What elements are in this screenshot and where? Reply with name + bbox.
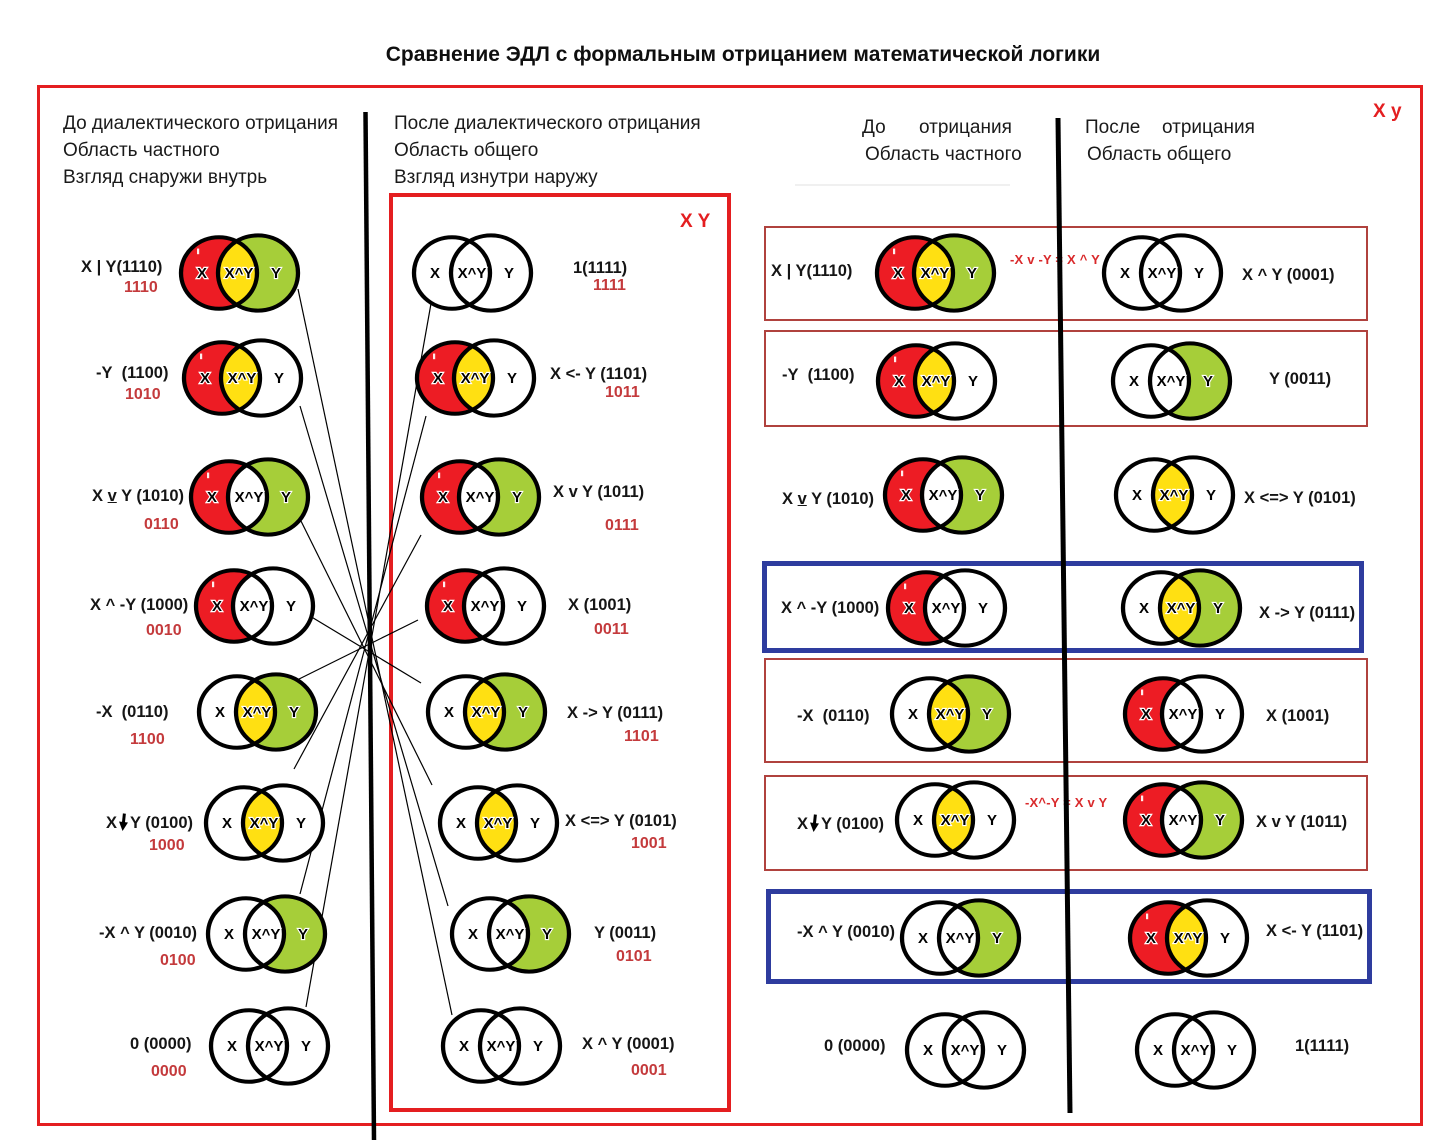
svg-text:X: X xyxy=(901,487,911,504)
svg-text:X: X xyxy=(444,704,454,721)
svg-text:X^Y: X^Y xyxy=(936,706,965,723)
svg-text:X^Y: X^Y xyxy=(466,489,495,506)
svg-text:X^Y: X^Y xyxy=(225,265,254,282)
svg-text:X^Y: X^Y xyxy=(941,812,970,829)
svg-text:Y: Y xyxy=(1206,487,1216,504)
svg-text:X: X xyxy=(215,704,225,721)
svg-text:X^Y: X^Y xyxy=(1157,373,1186,390)
svg-text:Y: Y xyxy=(978,600,988,617)
svg-text:Y: Y xyxy=(967,265,977,282)
svg-text:X: X xyxy=(923,1042,933,1059)
svg-text:Y: Y xyxy=(517,598,527,615)
svg-text:X^Y: X^Y xyxy=(1181,1042,1210,1059)
svg-text:X^Y: X^Y xyxy=(252,926,281,943)
svg-text:X: X xyxy=(893,265,903,282)
svg-text:X: X xyxy=(918,930,928,947)
svg-text:X: X xyxy=(908,706,918,723)
svg-text:X: X xyxy=(456,815,466,832)
svg-text:X: X xyxy=(200,370,210,387)
svg-text:X^Y: X^Y xyxy=(250,815,279,832)
svg-text:X^Y: X^Y xyxy=(1167,600,1196,617)
svg-text:Y: Y xyxy=(289,704,299,721)
svg-text:X: X xyxy=(430,265,440,282)
svg-text:X^Y: X^Y xyxy=(484,815,513,832)
svg-text:Y: Y xyxy=(530,815,540,832)
svg-text:Y: Y xyxy=(1220,930,1230,947)
svg-text:X: X xyxy=(197,265,207,282)
svg-text:X^Y: X^Y xyxy=(921,265,950,282)
svg-text:X: X xyxy=(1129,373,1139,390)
svg-text:Y: Y xyxy=(975,487,985,504)
svg-text:X^Y: X^Y xyxy=(472,704,501,721)
svg-text:Y: Y xyxy=(507,370,517,387)
svg-text:Y: Y xyxy=(533,1038,543,1055)
svg-text:X^Y: X^Y xyxy=(243,704,272,721)
svg-text:Y: Y xyxy=(286,598,296,615)
svg-text:Y: Y xyxy=(296,815,306,832)
svg-text:X^Y: X^Y xyxy=(946,930,975,947)
svg-text:Y: Y xyxy=(1215,812,1225,829)
svg-text:X^Y: X^Y xyxy=(228,370,257,387)
svg-text:Y: Y xyxy=(281,489,291,506)
svg-text:Y: Y xyxy=(982,706,992,723)
svg-text:X^Y: X^Y xyxy=(461,370,490,387)
svg-text:Y: Y xyxy=(301,1038,311,1055)
svg-text:X^Y: X^Y xyxy=(458,265,487,282)
svg-text:X: X xyxy=(438,489,448,506)
svg-text:X: X xyxy=(468,926,478,943)
svg-text:X: X xyxy=(894,373,904,390)
svg-text:X^Y: X^Y xyxy=(951,1042,980,1059)
svg-text:X: X xyxy=(1139,600,1149,617)
svg-text:X: X xyxy=(443,598,453,615)
svg-text:X^Y: X^Y xyxy=(1148,265,1177,282)
svg-text:X^Y: X^Y xyxy=(932,600,961,617)
svg-text:Y: Y xyxy=(997,1042,1007,1059)
svg-text:X^Y: X^Y xyxy=(1160,487,1189,504)
svg-text:Y: Y xyxy=(992,930,1002,947)
svg-text:Y: Y xyxy=(1203,373,1213,390)
svg-text:Y: Y xyxy=(298,926,308,943)
svg-text:X: X xyxy=(433,370,443,387)
svg-text:X^Y: X^Y xyxy=(1169,812,1198,829)
svg-text:X: X xyxy=(1120,265,1130,282)
svg-text:X: X xyxy=(1146,930,1156,947)
svg-text:X: X xyxy=(459,1038,469,1055)
svg-text:X^Y: X^Y xyxy=(487,1038,516,1055)
svg-text:Y: Y xyxy=(1194,265,1204,282)
svg-text:Y: Y xyxy=(1215,706,1225,723)
svg-text:X^Y: X^Y xyxy=(929,487,958,504)
svg-text:Y: Y xyxy=(518,704,528,721)
svg-text:Y: Y xyxy=(987,812,997,829)
svg-text:X: X xyxy=(227,1038,237,1055)
svg-text:X: X xyxy=(212,598,222,615)
svg-text:X: X xyxy=(222,815,232,832)
svg-text:X^Y: X^Y xyxy=(1174,930,1203,947)
svg-text:Y: Y xyxy=(271,265,281,282)
svg-text:Y: Y xyxy=(512,489,522,506)
svg-text:Y: Y xyxy=(504,265,514,282)
svg-text:X^Y: X^Y xyxy=(1169,706,1198,723)
svg-text:X: X xyxy=(904,600,914,617)
svg-text:X: X xyxy=(1153,1042,1163,1059)
svg-text:X^Y: X^Y xyxy=(240,598,269,615)
svg-text:X: X xyxy=(1141,812,1151,829)
svg-text:X: X xyxy=(224,926,234,943)
svg-text:Y: Y xyxy=(274,370,284,387)
svg-text:X: X xyxy=(1141,706,1151,723)
svg-text:X^Y: X^Y xyxy=(922,373,951,390)
svg-text:Y: Y xyxy=(542,926,552,943)
svg-text:X^Y: X^Y xyxy=(471,598,500,615)
svg-text:X: X xyxy=(1132,487,1142,504)
svg-text:X: X xyxy=(207,489,217,506)
svg-text:X: X xyxy=(913,812,923,829)
svg-text:Y: Y xyxy=(1213,600,1223,617)
svg-text:X^Y: X^Y xyxy=(496,926,525,943)
svg-text:Y: Y xyxy=(1227,1042,1237,1059)
svg-text:X^Y: X^Y xyxy=(235,489,264,506)
svg-text:Y: Y xyxy=(968,373,978,390)
svg-text:X^Y: X^Y xyxy=(255,1038,284,1055)
